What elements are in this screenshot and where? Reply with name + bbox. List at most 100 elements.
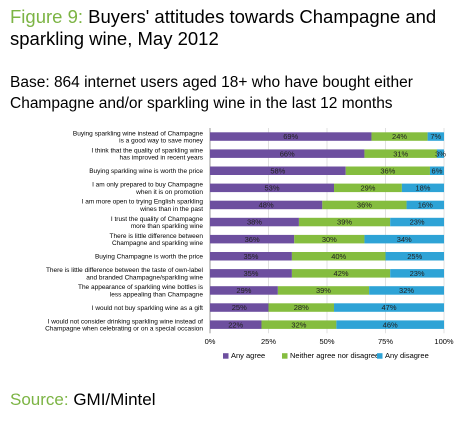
bar-value-label: 25% <box>232 303 247 312</box>
bar-value-label: 23% <box>410 218 425 227</box>
bar-segment <box>210 132 372 141</box>
bar-segment <box>210 252 292 261</box>
bar-segment <box>210 183 335 193</box>
bar-value-label: 36% <box>380 166 395 175</box>
bar-segment <box>210 320 262 329</box>
bar-value-label: 29% <box>236 286 251 295</box>
bar-value-label: 69% <box>283 132 298 141</box>
category-label: is a good way to save money <box>119 137 204 144</box>
bar-segment <box>371 132 428 141</box>
category-label: has improved in recent years <box>120 155 204 162</box>
category-label: There is little difference between the t… <box>46 267 204 274</box>
category-label: I would not buy sparkling wine as a gift <box>92 305 203 312</box>
bar-segment <box>322 200 407 210</box>
bar-value-label: 34% <box>397 235 412 244</box>
bar-segment <box>210 303 269 312</box>
bar-segment <box>298 217 391 227</box>
bar-value-label: 46% <box>383 320 398 329</box>
bar-segment <box>210 166 346 175</box>
bar-segment <box>210 234 295 244</box>
bar-value-label: 7% <box>430 132 441 141</box>
bar-value-label: 3% <box>435 149 446 158</box>
category-label: more than sparkling wine <box>131 223 204 230</box>
bar-segment <box>210 269 292 278</box>
figure-label: Figure 9: <box>10 6 84 27</box>
category-label: Buying sparkling wine instead of Champag… <box>73 130 203 137</box>
bar-value-label: 38% <box>247 218 262 227</box>
bar-segment <box>210 217 299 227</box>
category-label: less appealing than Champagne <box>110 291 204 298</box>
bars: 69% 24% 7% 66% 31% 3% 58% 36% 6% 53% 29% 18% 48% 36% 1… <box>210 132 446 329</box>
bar-segment <box>268 303 335 312</box>
bar-segment <box>436 149 444 158</box>
bar-value-label: 40% <box>331 252 346 261</box>
bar-segment <box>429 166 444 175</box>
bar-segment <box>294 234 365 244</box>
bar-segment <box>401 183 444 193</box>
bar-segment <box>406 200 444 210</box>
bar-value-label: 47% <box>382 303 397 312</box>
bar-value-label: 53% <box>265 183 280 192</box>
bar-value-label: 25% <box>407 252 422 261</box>
bar-segment <box>385 252 444 261</box>
bar-value-label: 66% <box>280 149 295 158</box>
bar-segment <box>364 234 444 244</box>
category-label: I am more open to trying English sparkli… <box>82 199 204 206</box>
category-label: Buying sparkling wine is worth the price <box>89 168 203 175</box>
source-line: Source: GMI/Mintel <box>10 389 156 411</box>
bar-segment <box>369 286 444 295</box>
bar-value-label: 32% <box>291 320 306 329</box>
x-tick-label: 0% <box>205 337 216 346</box>
bar-value-label: 48% <box>259 201 274 210</box>
bar-value-label: 42% <box>334 269 349 278</box>
bar-value-label: 23% <box>410 269 425 278</box>
legend-label: Neither agree nor disagree <box>290 351 379 360</box>
x-axis-ticks: 0% 25% 50% 75% 100% <box>205 337 454 346</box>
bar-value-label: 6% <box>432 166 443 175</box>
source-label: Source: <box>10 390 69 409</box>
bar-segment <box>334 303 444 312</box>
bar-value-label: 35% <box>243 269 258 278</box>
category-label: There is little difference between <box>110 233 204 240</box>
bar-segment <box>261 320 337 329</box>
bar-segment <box>291 252 386 261</box>
bar-value-label: 39% <box>337 218 352 227</box>
x-tick-label: 100% <box>434 337 454 346</box>
bar-segment <box>210 149 365 158</box>
legend-swatch <box>223 353 229 359</box>
bar-segment <box>390 269 444 278</box>
bar-value-label: 36% <box>245 235 260 244</box>
bar-segment <box>291 269 391 278</box>
legend-swatch <box>282 353 288 359</box>
bar-value-label: 35% <box>243 252 258 261</box>
bar-segment <box>210 200 323 210</box>
bar-value-label: 31% <box>393 149 408 158</box>
base-description: Base: 864 internet users aged 18+ who ha… <box>10 74 413 112</box>
bar-value-label: 29% <box>360 183 375 192</box>
bar-value-label: 22% <box>228 320 243 329</box>
bar-segment <box>277 286 370 295</box>
category-label: when it is on promotion <box>135 189 203 196</box>
bar-value-label: 58% <box>270 166 285 175</box>
bar-value-label: 39% <box>316 286 331 295</box>
bar-segment <box>336 320 444 329</box>
x-tick-label: 25% <box>261 337 276 346</box>
bar-segment <box>210 286 278 295</box>
bar-value-label: 36% <box>357 201 372 210</box>
category-label: Champagne when celebrating or on a speci… <box>45 326 203 333</box>
category-label: I would not consider drinking sparkling … <box>48 318 204 325</box>
bar-segment <box>427 132 444 141</box>
category-label: The appearance of sparkling wine bottles… <box>78 284 204 291</box>
title-text: Buyers' attitudes towards Champagne and … <box>10 6 437 49</box>
bar-segment <box>390 217 444 227</box>
category-label: Buying Champagne is worth the price <box>95 254 203 261</box>
chart-title: Figure 9: Buyers' attitudes towards Cham… <box>10 6 470 50</box>
bar-value-label: 24% <box>392 132 407 141</box>
grid-layer <box>209 128 445 334</box>
bar-segment <box>364 149 437 158</box>
bar-value-label: 18% <box>415 183 430 192</box>
category-label: Champagne and sparkling wine <box>112 240 203 247</box>
source-value: GMI/Mintel <box>73 390 156 409</box>
legend-swatch <box>377 353 383 359</box>
